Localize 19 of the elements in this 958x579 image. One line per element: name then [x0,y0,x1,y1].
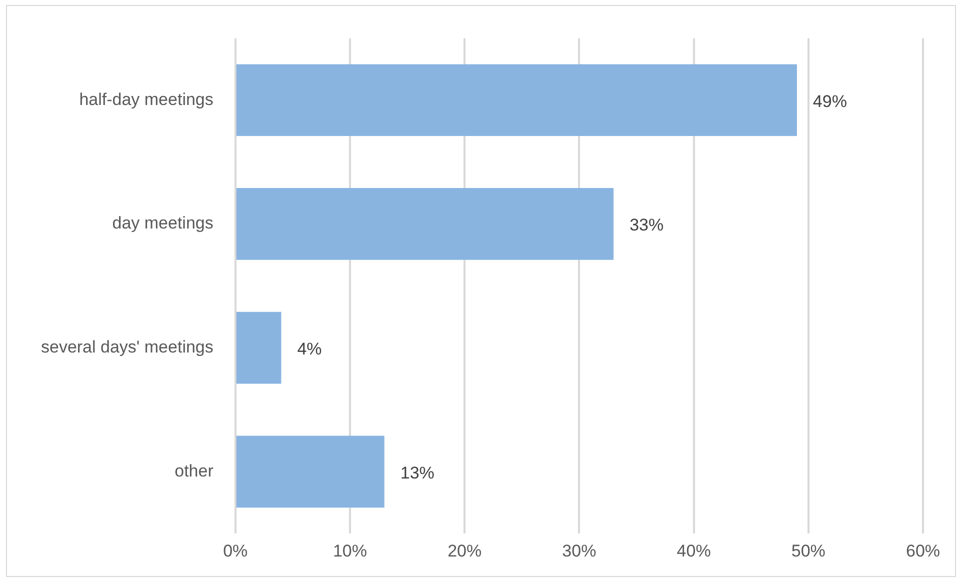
x-tick-label: 50% [791,541,826,560]
y-tick-label: other [174,461,214,480]
y-tick-label: day meetings [112,214,214,233]
bar [236,436,384,508]
data-label: 33% [630,216,664,235]
bar [236,64,797,136]
data-label: 13% [400,463,434,482]
x-tick-label: 20% [448,541,482,560]
x-tick-label: 30% [562,541,596,560]
data-label: 49% [812,92,847,111]
bar [236,312,282,384]
x-tick-label: 0% [223,541,248,560]
y-tick-label: several days' meetings [40,338,214,357]
x-tick-label: 10% [332,541,367,560]
data-label: 4% [297,340,322,359]
x-tick-label: 40% [676,541,711,560]
y-tick-label: half-day meetings [79,90,214,109]
x-tick-label: 60% [906,541,940,560]
bar [236,188,614,260]
